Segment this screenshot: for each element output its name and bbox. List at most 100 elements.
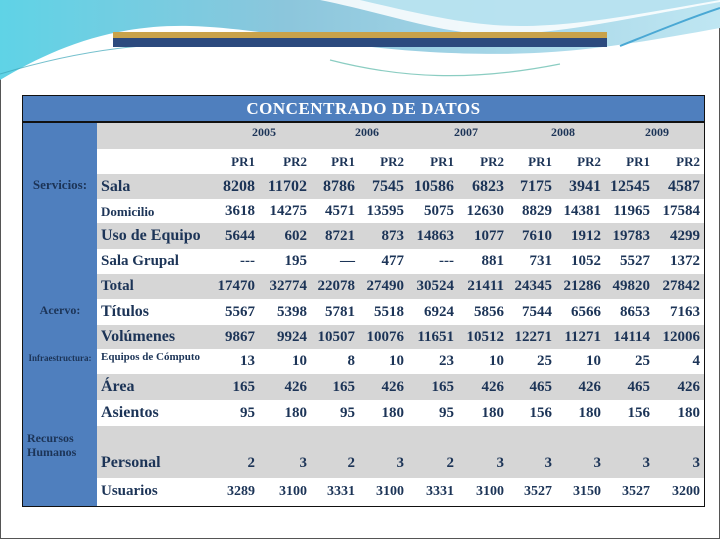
table-cell: 426 (677, 379, 701, 395)
table-cell: 27842 (662, 278, 701, 294)
period-header: PR1 (331, 154, 355, 169)
table-cell: 180 (481, 405, 505, 421)
table-cell: 180 (284, 405, 308, 421)
navy-accent-bar (113, 38, 607, 47)
table-row: Equipos de Cómputo 13 10 8 10 23 10 25 10 25 4 (97, 349, 704, 374)
period-header: PR2 (283, 154, 307, 169)
table-cell: 195 (284, 253, 308, 269)
section-servicios: Servicios: (32, 177, 88, 192)
table-cell: 3150 (573, 484, 601, 499)
table-cell: 3527 (524, 484, 552, 499)
table-cell: 4299 (670, 228, 700, 244)
table-cell: 14863 (416, 228, 455, 244)
table-cell: 7544 (522, 304, 552, 320)
table-cell: 9924 (277, 329, 307, 345)
table-cell: 10 (292, 353, 307, 369)
period-header: PR1 (528, 154, 552, 169)
table-cell: 873 (381, 228, 405, 244)
table-cell: 5398 (277, 304, 307, 320)
table-cell: 9867 (225, 329, 255, 345)
row-label: Domicilio (101, 204, 155, 219)
table-cell: 156 (627, 405, 651, 421)
table-cell: 3100 (279, 484, 307, 499)
table-cell: 3100 (376, 484, 404, 499)
table-cell: 5518 (374, 304, 404, 320)
table-cell: 3 (544, 455, 553, 471)
table-cell: 10512 (466, 329, 505, 345)
table-cell: 3 (299, 455, 308, 471)
table-cell: 7610 (522, 228, 552, 244)
table-cell: 731 (529, 253, 553, 269)
table-cell: 426 (578, 379, 602, 395)
table-cell: 10507 (317, 329, 356, 345)
row-label: Total (101, 278, 134, 294)
table-cell: 24345 (514, 278, 553, 294)
section-humanos: Humanos (27, 445, 77, 459)
period-header: PR2 (676, 154, 700, 169)
table-row: Sala 8208 11702 8786 7545 10586 6823 7175 3941 12… (97, 174, 704, 199)
table-cell: 10 (586, 353, 601, 369)
table-cell: 156 (529, 405, 553, 421)
table-cell: 14275 (269, 203, 308, 219)
table-cell: 14381 (563, 203, 602, 219)
table-cell: 180 (578, 405, 602, 421)
row-label: Asientos (101, 404, 159, 421)
table-cell: 3 (593, 455, 602, 471)
table-cell: — (340, 253, 355, 269)
table-cell: 5644 (225, 228, 255, 244)
table-cell: 2 (347, 455, 356, 471)
year-header: 2009 (645, 125, 669, 139)
table-cell: 4 (692, 353, 701, 369)
table-cell: 3941 (569, 178, 601, 195)
table-cell: 8829 (522, 203, 552, 219)
table-cell: 95 (340, 405, 355, 421)
table-cell: --- (240, 253, 255, 269)
table-row: Usuarios 3289 3100 3331 3100 3331 3100 3527 3150… (97, 478, 704, 505)
table-cell: 180 (381, 405, 405, 421)
table-cell: 12545 (610, 178, 650, 195)
table-cell: 3331 (327, 484, 355, 499)
table-cell: 8653 (620, 304, 650, 320)
table-cell: 19783 (612, 228, 651, 244)
period-header: PR1 (231, 154, 255, 169)
table-cell: 5527 (620, 253, 650, 269)
table-cell: 7545 (372, 178, 404, 195)
table-cell: 5075 (424, 203, 454, 219)
table-cell: 4587 (668, 178, 700, 195)
table-cell: 165 (332, 379, 356, 395)
table-cell: 3 (496, 455, 505, 471)
table-cell: 11702 (267, 178, 307, 195)
table-row: Área 165 426 165 426 165 426 465 426 465 426 (97, 374, 704, 400)
table-cell: 465 (529, 379, 553, 395)
table-cell: 5781 (325, 304, 355, 320)
table-cell: 1372 (670, 253, 700, 269)
table-cell: 12006 (662, 329, 701, 345)
table-cell: 8208 (223, 178, 255, 195)
gold-accent-bar (113, 32, 607, 38)
row-label: Sala (101, 178, 131, 195)
table-cell: 2 (247, 455, 256, 471)
table-cell: 30524 (416, 278, 455, 294)
row-label: Uso de Equipo (101, 227, 201, 244)
table-cell: 4571 (325, 203, 355, 219)
row-label: Títulos (101, 303, 150, 320)
table-cell: --- (439, 253, 454, 269)
table-cell: 22078 (317, 278, 356, 294)
table-cell: 49820 (612, 278, 651, 294)
table-cell: 12630 (466, 203, 505, 219)
table-cell: 426 (381, 379, 405, 395)
section-acervo: Acervo: (39, 303, 81, 317)
table-row: Asientos 95 180 95 180 95 180 156 180 156 180 (97, 400, 704, 426)
table-cell: 5856 (474, 304, 504, 320)
table-cell: 602 (284, 228, 308, 244)
year-header: 2006 (355, 125, 379, 139)
period-header: PR2 (480, 154, 504, 169)
table-cell: 1077 (474, 228, 504, 244)
table-cell: 13 (240, 353, 255, 369)
period-header: PR2 (577, 154, 601, 169)
table-cell: 11651 (417, 329, 454, 345)
section-column: Servicios: Acervo: Infraestructura: Recu… (23, 123, 97, 506)
table-cell: 3 (396, 455, 405, 471)
row-label: Equipos de Cómputo (101, 351, 201, 363)
table-cell: 426 (481, 379, 505, 395)
